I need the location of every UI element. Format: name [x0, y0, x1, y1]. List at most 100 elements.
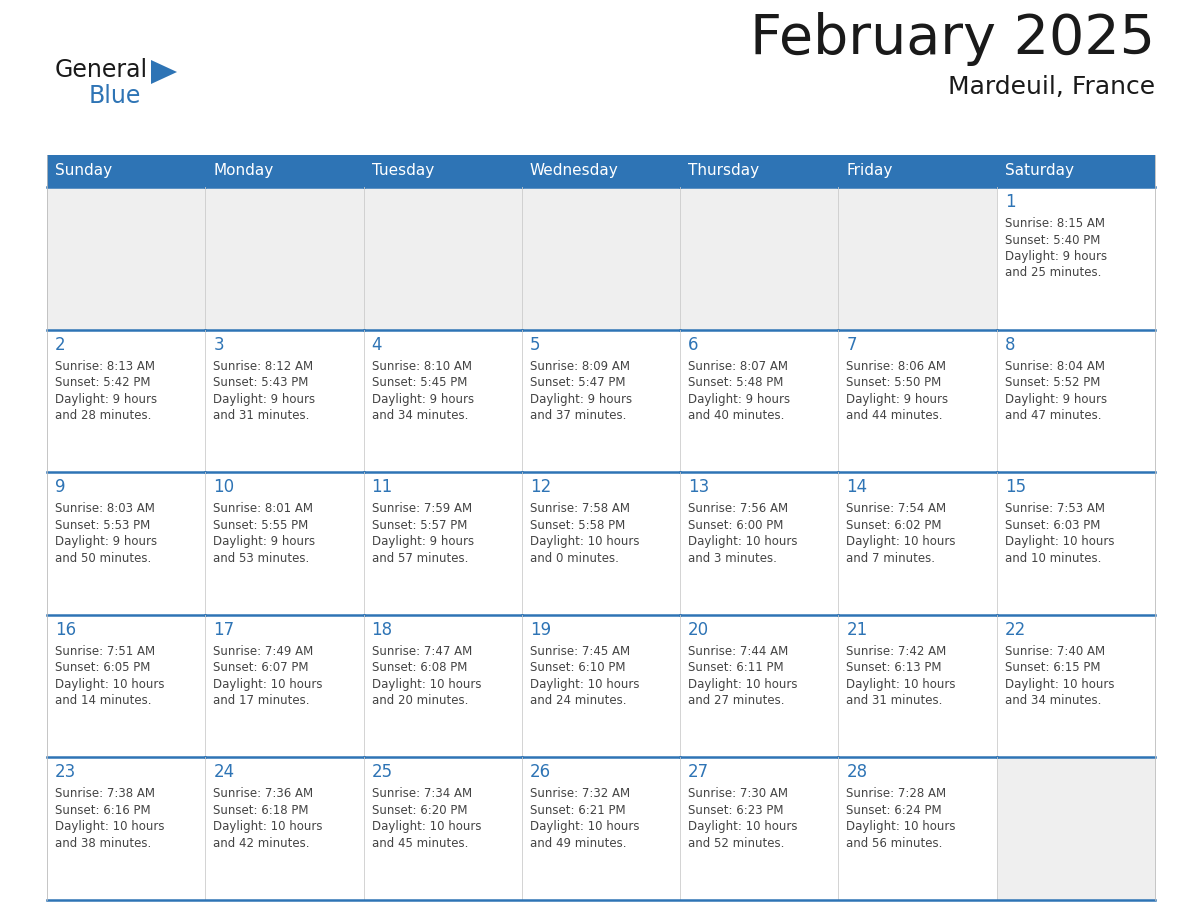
Text: Daylight: 9 hours: Daylight: 9 hours	[846, 393, 948, 406]
Text: Sunset: 6:23 PM: Sunset: 6:23 PM	[688, 804, 784, 817]
Text: Sunrise: 7:34 AM: Sunrise: 7:34 AM	[372, 788, 472, 800]
Bar	[48, 472, 206, 615]
Text: Sunset: 5:57 PM: Sunset: 5:57 PM	[372, 519, 467, 532]
Text: Daylight: 10 hours: Daylight: 10 hours	[688, 535, 797, 548]
Text: and 45 minutes.: and 45 minutes.	[372, 837, 468, 850]
Bar	[48, 155, 206, 187]
Text: Monday: Monday	[214, 163, 273, 178]
Text: 20: 20	[688, 621, 709, 639]
Text: Daylight: 9 hours: Daylight: 9 hours	[688, 393, 790, 406]
Bar	[997, 615, 1155, 757]
Text: Sunset: 6:02 PM: Sunset: 6:02 PM	[846, 519, 942, 532]
Text: 16: 16	[55, 621, 76, 639]
Bar	[522, 187, 681, 330]
Text: Daylight: 9 hours: Daylight: 9 hours	[214, 535, 315, 548]
Text: Daylight: 10 hours: Daylight: 10 hours	[1005, 535, 1114, 548]
Bar	[364, 187, 522, 330]
Text: and 53 minutes.: and 53 minutes.	[214, 552, 310, 565]
Bar	[364, 472, 522, 615]
Text: and 31 minutes.: and 31 minutes.	[846, 694, 943, 707]
Bar	[364, 615, 522, 757]
Bar	[997, 757, 1155, 900]
Text: and 10 minutes.: and 10 minutes.	[1005, 552, 1101, 565]
Bar	[839, 757, 997, 900]
Bar	[839, 615, 997, 757]
Bar	[364, 330, 522, 472]
Text: 21: 21	[846, 621, 867, 639]
Text: and 49 minutes.: and 49 minutes.	[530, 837, 626, 850]
Text: Daylight: 10 hours: Daylight: 10 hours	[846, 535, 956, 548]
Text: Sunrise: 7:28 AM: Sunrise: 7:28 AM	[846, 788, 947, 800]
Text: and 57 minutes.: and 57 minutes.	[372, 552, 468, 565]
Bar	[522, 155, 681, 187]
Bar	[206, 757, 364, 900]
Text: 11: 11	[372, 478, 393, 497]
Text: and 0 minutes.: and 0 minutes.	[530, 552, 619, 565]
Text: Sunset: 6:15 PM: Sunset: 6:15 PM	[1005, 661, 1100, 675]
Text: 24: 24	[214, 764, 234, 781]
Text: Sunrise: 7:38 AM: Sunrise: 7:38 AM	[55, 788, 154, 800]
Text: Sunset: 6:13 PM: Sunset: 6:13 PM	[846, 661, 942, 675]
Text: 28: 28	[846, 764, 867, 781]
Bar	[48, 757, 206, 900]
Bar	[522, 615, 681, 757]
Text: 25: 25	[372, 764, 393, 781]
Text: and 25 minutes.: and 25 minutes.	[1005, 266, 1101, 279]
Text: Sunset: 6:05 PM: Sunset: 6:05 PM	[55, 661, 151, 675]
Text: and 47 minutes.: and 47 minutes.	[1005, 409, 1101, 422]
Text: Daylight: 10 hours: Daylight: 10 hours	[372, 821, 481, 834]
Text: Sunrise: 8:04 AM: Sunrise: 8:04 AM	[1005, 360, 1105, 373]
Text: Sunset: 5:45 PM: Sunset: 5:45 PM	[372, 376, 467, 389]
Text: 14: 14	[846, 478, 867, 497]
Text: Sunrise: 8:03 AM: Sunrise: 8:03 AM	[55, 502, 154, 515]
Text: Daylight: 9 hours: Daylight: 9 hours	[214, 393, 315, 406]
Text: Sunset: 5:40 PM: Sunset: 5:40 PM	[1005, 233, 1100, 247]
Text: Blue: Blue	[89, 84, 141, 108]
Text: Sunrise: 7:56 AM: Sunrise: 7:56 AM	[688, 502, 789, 515]
Bar	[839, 187, 997, 330]
Text: and 42 minutes.: and 42 minutes.	[214, 837, 310, 850]
Bar	[364, 757, 522, 900]
Text: Sunrise: 8:15 AM: Sunrise: 8:15 AM	[1005, 217, 1105, 230]
Text: 17: 17	[214, 621, 234, 639]
Text: Tuesday: Tuesday	[372, 163, 434, 178]
Bar	[48, 187, 206, 330]
Text: 22: 22	[1005, 621, 1026, 639]
Text: General: General	[55, 58, 148, 82]
Text: Daylight: 9 hours: Daylight: 9 hours	[55, 535, 157, 548]
Text: Sunset: 5:50 PM: Sunset: 5:50 PM	[846, 376, 942, 389]
Text: and 37 minutes.: and 37 minutes.	[530, 409, 626, 422]
Bar	[206, 615, 364, 757]
Text: and 3 minutes.: and 3 minutes.	[688, 552, 777, 565]
Bar	[997, 187, 1155, 330]
Text: Daylight: 10 hours: Daylight: 10 hours	[372, 677, 481, 691]
Text: and 34 minutes.: and 34 minutes.	[372, 409, 468, 422]
Bar	[839, 472, 997, 615]
Text: Daylight: 10 hours: Daylight: 10 hours	[530, 821, 639, 834]
Text: Daylight: 9 hours: Daylight: 9 hours	[1005, 250, 1107, 263]
Text: 15: 15	[1005, 478, 1026, 497]
Text: 27: 27	[688, 764, 709, 781]
Polygon shape	[151, 60, 177, 84]
Text: Sunrise: 7:32 AM: Sunrise: 7:32 AM	[530, 788, 630, 800]
Text: Sunset: 6:21 PM: Sunset: 6:21 PM	[530, 804, 626, 817]
Text: Sunrise: 8:06 AM: Sunrise: 8:06 AM	[846, 360, 947, 373]
Text: Sunset: 6:08 PM: Sunset: 6:08 PM	[372, 661, 467, 675]
Text: Sunset: 6:03 PM: Sunset: 6:03 PM	[1005, 519, 1100, 532]
Text: and 44 minutes.: and 44 minutes.	[846, 409, 943, 422]
Text: Daylight: 10 hours: Daylight: 10 hours	[688, 821, 797, 834]
Bar	[839, 155, 997, 187]
Text: 23: 23	[55, 764, 76, 781]
Text: Sunset: 5:55 PM: Sunset: 5:55 PM	[214, 519, 309, 532]
Bar	[206, 187, 364, 330]
Text: 2: 2	[55, 336, 65, 353]
Text: Sunset: 6:18 PM: Sunset: 6:18 PM	[214, 804, 309, 817]
Bar	[681, 472, 839, 615]
Text: Sunset: 5:48 PM: Sunset: 5:48 PM	[688, 376, 784, 389]
Text: Daylight: 9 hours: Daylight: 9 hours	[372, 535, 474, 548]
Text: Daylight: 10 hours: Daylight: 10 hours	[846, 677, 956, 691]
Text: 3: 3	[214, 336, 223, 353]
Text: Sunrise: 7:51 AM: Sunrise: 7:51 AM	[55, 644, 156, 658]
Text: and 17 minutes.: and 17 minutes.	[214, 694, 310, 707]
Text: Daylight: 10 hours: Daylight: 10 hours	[214, 821, 323, 834]
